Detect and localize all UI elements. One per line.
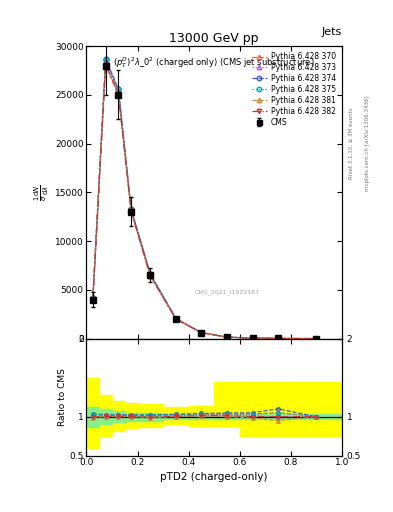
Pythia 6.428 381: [103, 62, 108, 69]
Pythia 6.428 382: [314, 335, 319, 342]
Legend: Pythia 6.428 370, Pythia 6.428 373, Pythia 6.428 374, Pythia 6.428 375, Pythia 6: Pythia 6.428 370, Pythia 6.428 373, Pyth…: [249, 50, 338, 129]
Pythia 6.428 375: [250, 335, 255, 341]
Pythia 6.428 382: [199, 330, 204, 336]
Y-axis label: $\frac{1}{\sigma}\frac{\mathrm{d}N}{\mathrm{d}\lambda}$: $\frac{1}{\sigma}\frac{\mathrm{d}N}{\mat…: [33, 184, 51, 201]
Pythia 6.428 374: [199, 330, 204, 336]
Line: Pythia 6.428 373: Pythia 6.428 373: [90, 60, 319, 341]
Pythia 6.428 374: [148, 271, 152, 277]
Pythia 6.428 373: [103, 59, 108, 66]
Pythia 6.428 381: [90, 297, 95, 303]
Pythia 6.428 373: [314, 335, 319, 342]
Pythia 6.428 373: [90, 296, 95, 302]
Line: Pythia 6.428 375: Pythia 6.428 375: [90, 57, 319, 341]
Text: Jets: Jets: [321, 27, 342, 37]
Pythia 6.428 374: [103, 56, 108, 62]
Pythia 6.428 382: [129, 208, 134, 215]
Pythia 6.428 374: [116, 86, 121, 92]
Pythia 6.428 373: [148, 272, 152, 278]
Pythia 6.428 370: [148, 271, 152, 278]
Pythia 6.428 375: [314, 335, 319, 342]
Title: 13000 GeV pp: 13000 GeV pp: [169, 32, 259, 45]
Pythia 6.428 382: [116, 91, 121, 97]
Pythia 6.428 381: [199, 330, 204, 336]
Pythia 6.428 375: [90, 295, 95, 302]
Pythia 6.428 375: [225, 334, 230, 340]
Pythia 6.428 382: [90, 297, 95, 303]
Pythia 6.428 370: [225, 334, 230, 340]
Pythia 6.428 382: [225, 334, 230, 340]
Pythia 6.428 373: [276, 335, 281, 342]
Pythia 6.428 381: [276, 335, 281, 342]
Text: Rivet 3.1.10, ≥ 3M events: Rivet 3.1.10, ≥ 3M events: [349, 108, 354, 179]
Text: CMS_2021_I1920187: CMS_2021_I1920187: [195, 289, 259, 295]
Pythia 6.428 375: [129, 206, 134, 212]
Pythia 6.428 381: [116, 92, 121, 98]
Pythia 6.428 374: [250, 335, 255, 341]
Pythia 6.428 370: [199, 330, 204, 336]
Pythia 6.428 370: [116, 87, 121, 93]
Pythia 6.428 374: [129, 206, 134, 212]
Pythia 6.428 373: [225, 334, 230, 340]
Pythia 6.428 370: [90, 295, 95, 302]
Pythia 6.428 381: [174, 316, 178, 322]
Pythia 6.428 374: [276, 335, 281, 342]
Pythia 6.428 374: [174, 315, 178, 322]
Line: Pythia 6.428 370: Pythia 6.428 370: [90, 58, 319, 341]
Pythia 6.428 374: [90, 295, 95, 301]
Pythia 6.428 373: [250, 335, 255, 341]
Pythia 6.428 373: [129, 208, 134, 214]
Pythia 6.428 382: [148, 273, 152, 279]
Pythia 6.428 373: [116, 89, 121, 95]
Pythia 6.428 382: [276, 335, 281, 342]
Line: Pythia 6.428 382: Pythia 6.428 382: [90, 62, 319, 341]
Line: Pythia 6.428 374: Pythia 6.428 374: [90, 56, 319, 341]
Text: $(p_T^D)^2\lambda\_0^2$ (charged only) (CMS jet substructure): $(p_T^D)^2\lambda\_0^2$ (charged only) (…: [113, 55, 315, 70]
Pythia 6.428 382: [250, 335, 255, 341]
Pythia 6.428 375: [276, 335, 281, 342]
Text: mcplots.cern.ch [arXiv:1306.3436]: mcplots.cern.ch [arXiv:1306.3436]: [365, 96, 370, 191]
Pythia 6.428 370: [174, 315, 178, 322]
Pythia 6.428 375: [174, 315, 178, 322]
X-axis label: pTD2 (charged-only): pTD2 (charged-only): [160, 472, 268, 482]
Pythia 6.428 375: [199, 330, 204, 336]
Pythia 6.428 381: [129, 209, 134, 215]
Pythia 6.428 370: [103, 58, 108, 64]
Pythia 6.428 375: [148, 271, 152, 277]
Pythia 6.428 370: [276, 335, 281, 342]
Pythia 6.428 370: [250, 335, 255, 341]
Y-axis label: Ratio to CMS: Ratio to CMS: [57, 368, 66, 426]
Pythia 6.428 381: [314, 335, 319, 342]
Pythia 6.428 370: [314, 335, 319, 342]
Pythia 6.428 382: [103, 61, 108, 68]
Pythia 6.428 373: [199, 330, 204, 336]
Pythia 6.428 381: [225, 334, 230, 340]
Pythia 6.428 374: [225, 334, 230, 340]
Pythia 6.428 373: [174, 316, 178, 322]
Pythia 6.428 370: [129, 207, 134, 213]
Pythia 6.428 381: [250, 335, 255, 341]
Pythia 6.428 381: [148, 273, 152, 280]
Pythia 6.428 375: [103, 57, 108, 63]
Line: Pythia 6.428 381: Pythia 6.428 381: [90, 63, 319, 341]
Pythia 6.428 382: [174, 316, 178, 322]
Pythia 6.428 374: [314, 335, 319, 342]
Pythia 6.428 375: [116, 87, 121, 93]
